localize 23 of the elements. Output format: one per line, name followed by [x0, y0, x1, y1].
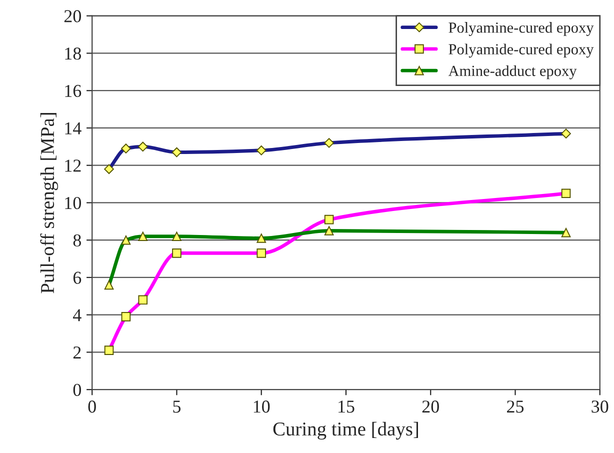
y-tick-label: 16: [65, 84, 82, 98]
x-tick-label: 0: [88, 400, 96, 413]
y-tick-label: 20: [64, 10, 81, 22]
y-tick-label: 12: [65, 160, 81, 172]
x-axis-title: Curing time [days]: [273, 422, 418, 440]
y-tick-label: 14: [65, 122, 82, 134]
y-tick-label: 2: [73, 346, 81, 358]
y-axis-title: Pull-off strength [MPa]: [40, 113, 58, 294]
y-tick-label: 18: [65, 47, 81, 60]
y-tick-label: 6: [73, 272, 82, 284]
x-tick-label: 10: [254, 400, 270, 413]
y-tick-label: 4: [73, 309, 82, 322]
legend-label: Amine-adduct epoxy: [448, 65, 577, 80]
y-tick-label: 10: [65, 196, 81, 210]
y-tick-label: 8: [73, 234, 81, 247]
x-tick-label: 5: [173, 400, 181, 413]
legend-label: Polyamide-cured epoxy: [448, 44, 594, 58]
x-tick-label: 25: [507, 400, 524, 413]
y-tick-label: 0: [73, 384, 81, 396]
legend-label: Polyamine-cured epoxy: [448, 22, 594, 36]
x-tick-label: 20: [422, 400, 439, 413]
x-tick-label: 30: [592, 400, 608, 413]
x-tick-label: 15: [338, 400, 354, 413]
